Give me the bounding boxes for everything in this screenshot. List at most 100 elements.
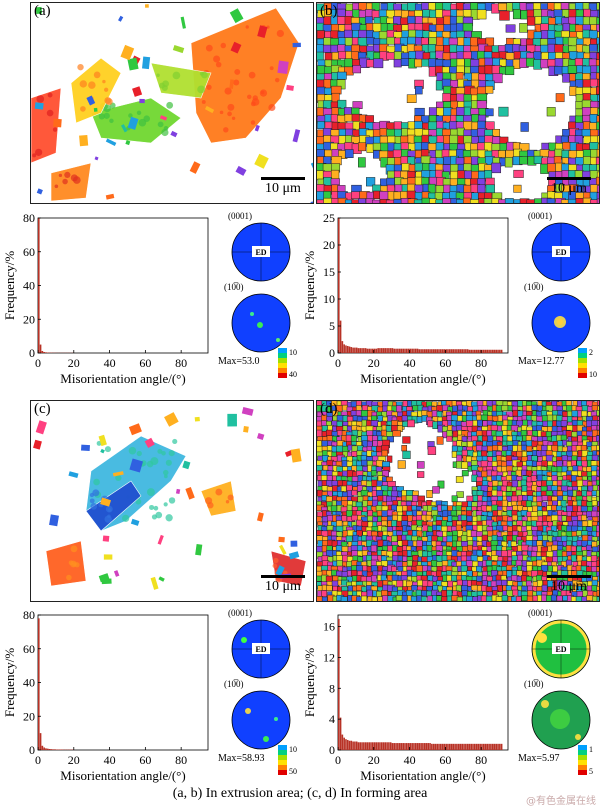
grain [415, 16, 424, 24]
histogram-bar [477, 349, 480, 353]
x-axis-label: Misorientation angle/(°) [360, 768, 485, 783]
histogram-bar [441, 743, 444, 750]
grain [561, 30, 570, 39]
pole-figures-b: (0001) ED (10̅0) Max=12.77 2 10 [518, 208, 600, 388]
grain [501, 499, 508, 507]
histogram-bar [432, 743, 435, 750]
grain [428, 37, 437, 46]
grain [358, 142, 367, 152]
x-tick-label: 0 [335, 356, 341, 370]
grain [476, 100, 487, 109]
grain [79, 134, 89, 147]
histogram-bar [486, 349, 489, 353]
grain [588, 30, 598, 39]
grain [81, 444, 90, 451]
grain [144, 4, 149, 8]
grain [510, 541, 517, 547]
histogram-bar [465, 743, 467, 750]
grain [442, 93, 452, 102]
histogram-bar [420, 743, 422, 750]
max-intensity: Max=58.93 [218, 753, 265, 764]
grain [411, 585, 418, 591]
histogram-bar [409, 348, 412, 353]
histogram-bar [486, 743, 489, 750]
grain [407, 419, 415, 428]
grain [142, 56, 151, 70]
grain [480, 414, 489, 421]
grain [426, 490, 433, 498]
x-tick-label: 80 [175, 753, 187, 767]
grain [275, 565, 285, 577]
histogram-bar [361, 742, 363, 750]
histogram-bar [454, 349, 456, 353]
grain [497, 150, 506, 158]
grain [435, 199, 444, 203]
x-tick-label: 20 [368, 356, 380, 370]
grain [230, 41, 242, 54]
histogram-bar [414, 348, 417, 353]
grain [596, 466, 599, 473]
grain [466, 420, 474, 427]
grain [582, 73, 591, 81]
histogram-bar [452, 349, 455, 353]
plot-frame [37, 217, 209, 354]
x-tick-label: 40 [404, 356, 416, 370]
grain [596, 469, 599, 477]
histogram-bar [474, 743, 476, 750]
grain [344, 114, 354, 122]
grain [279, 544, 287, 555]
grain [414, 120, 423, 130]
histogram-bar [497, 349, 499, 353]
grain [379, 128, 388, 136]
grain [118, 15, 124, 22]
histogram-bar [459, 743, 462, 750]
grain [492, 128, 500, 137]
grain [112, 471, 124, 477]
grain [139, 98, 145, 104]
grain [597, 9, 599, 21]
grain [540, 58, 549, 69]
grain [555, 36, 564, 46]
x-tick-label: 60 [439, 753, 451, 767]
histogram-bar [370, 348, 372, 353]
histogram-bar [468, 349, 471, 353]
histogram-bar [429, 743, 431, 750]
histogram-bar [416, 348, 419, 353]
histogram-bar [420, 349, 422, 353]
y-tick-label: 20 [23, 709, 35, 723]
grain [597, 455, 599, 465]
grain [481, 445, 488, 452]
histogram-bar [499, 349, 501, 353]
grain [520, 122, 529, 132]
histogram-bar [55, 749, 58, 750]
histogram-bar [393, 348, 396, 353]
y-tick-label: 15 [323, 265, 335, 279]
grain [462, 197, 471, 203]
grain [120, 44, 135, 61]
grain-map-a [31, 4, 313, 203]
grain [451, 495, 458, 503]
histogram-bar [407, 743, 410, 750]
y-tick-label: 16 [323, 620, 335, 634]
histogram-bar [429, 349, 431, 353]
histogram-bar [41, 350, 44, 353]
legend-tick: 1 [589, 745, 593, 754]
grain [33, 439, 42, 450]
grain [317, 191, 325, 202]
grain [387, 545, 393, 552]
grain [567, 65, 577, 74]
histogram-bar [339, 717, 342, 750]
grain [351, 191, 360, 200]
grain [391, 519, 397, 527]
grain [435, 50, 445, 59]
grain [402, 436, 411, 444]
pole-figure-label-0001: (0001) [528, 211, 552, 221]
grain [340, 596, 348, 601]
grain [491, 555, 499, 561]
histogram-bar [350, 347, 353, 353]
grain [456, 491, 464, 498]
grain [257, 25, 268, 38]
x-tick-label: 20 [68, 753, 80, 767]
legend-tick: 10 [289, 348, 297, 357]
grain [113, 570, 120, 577]
